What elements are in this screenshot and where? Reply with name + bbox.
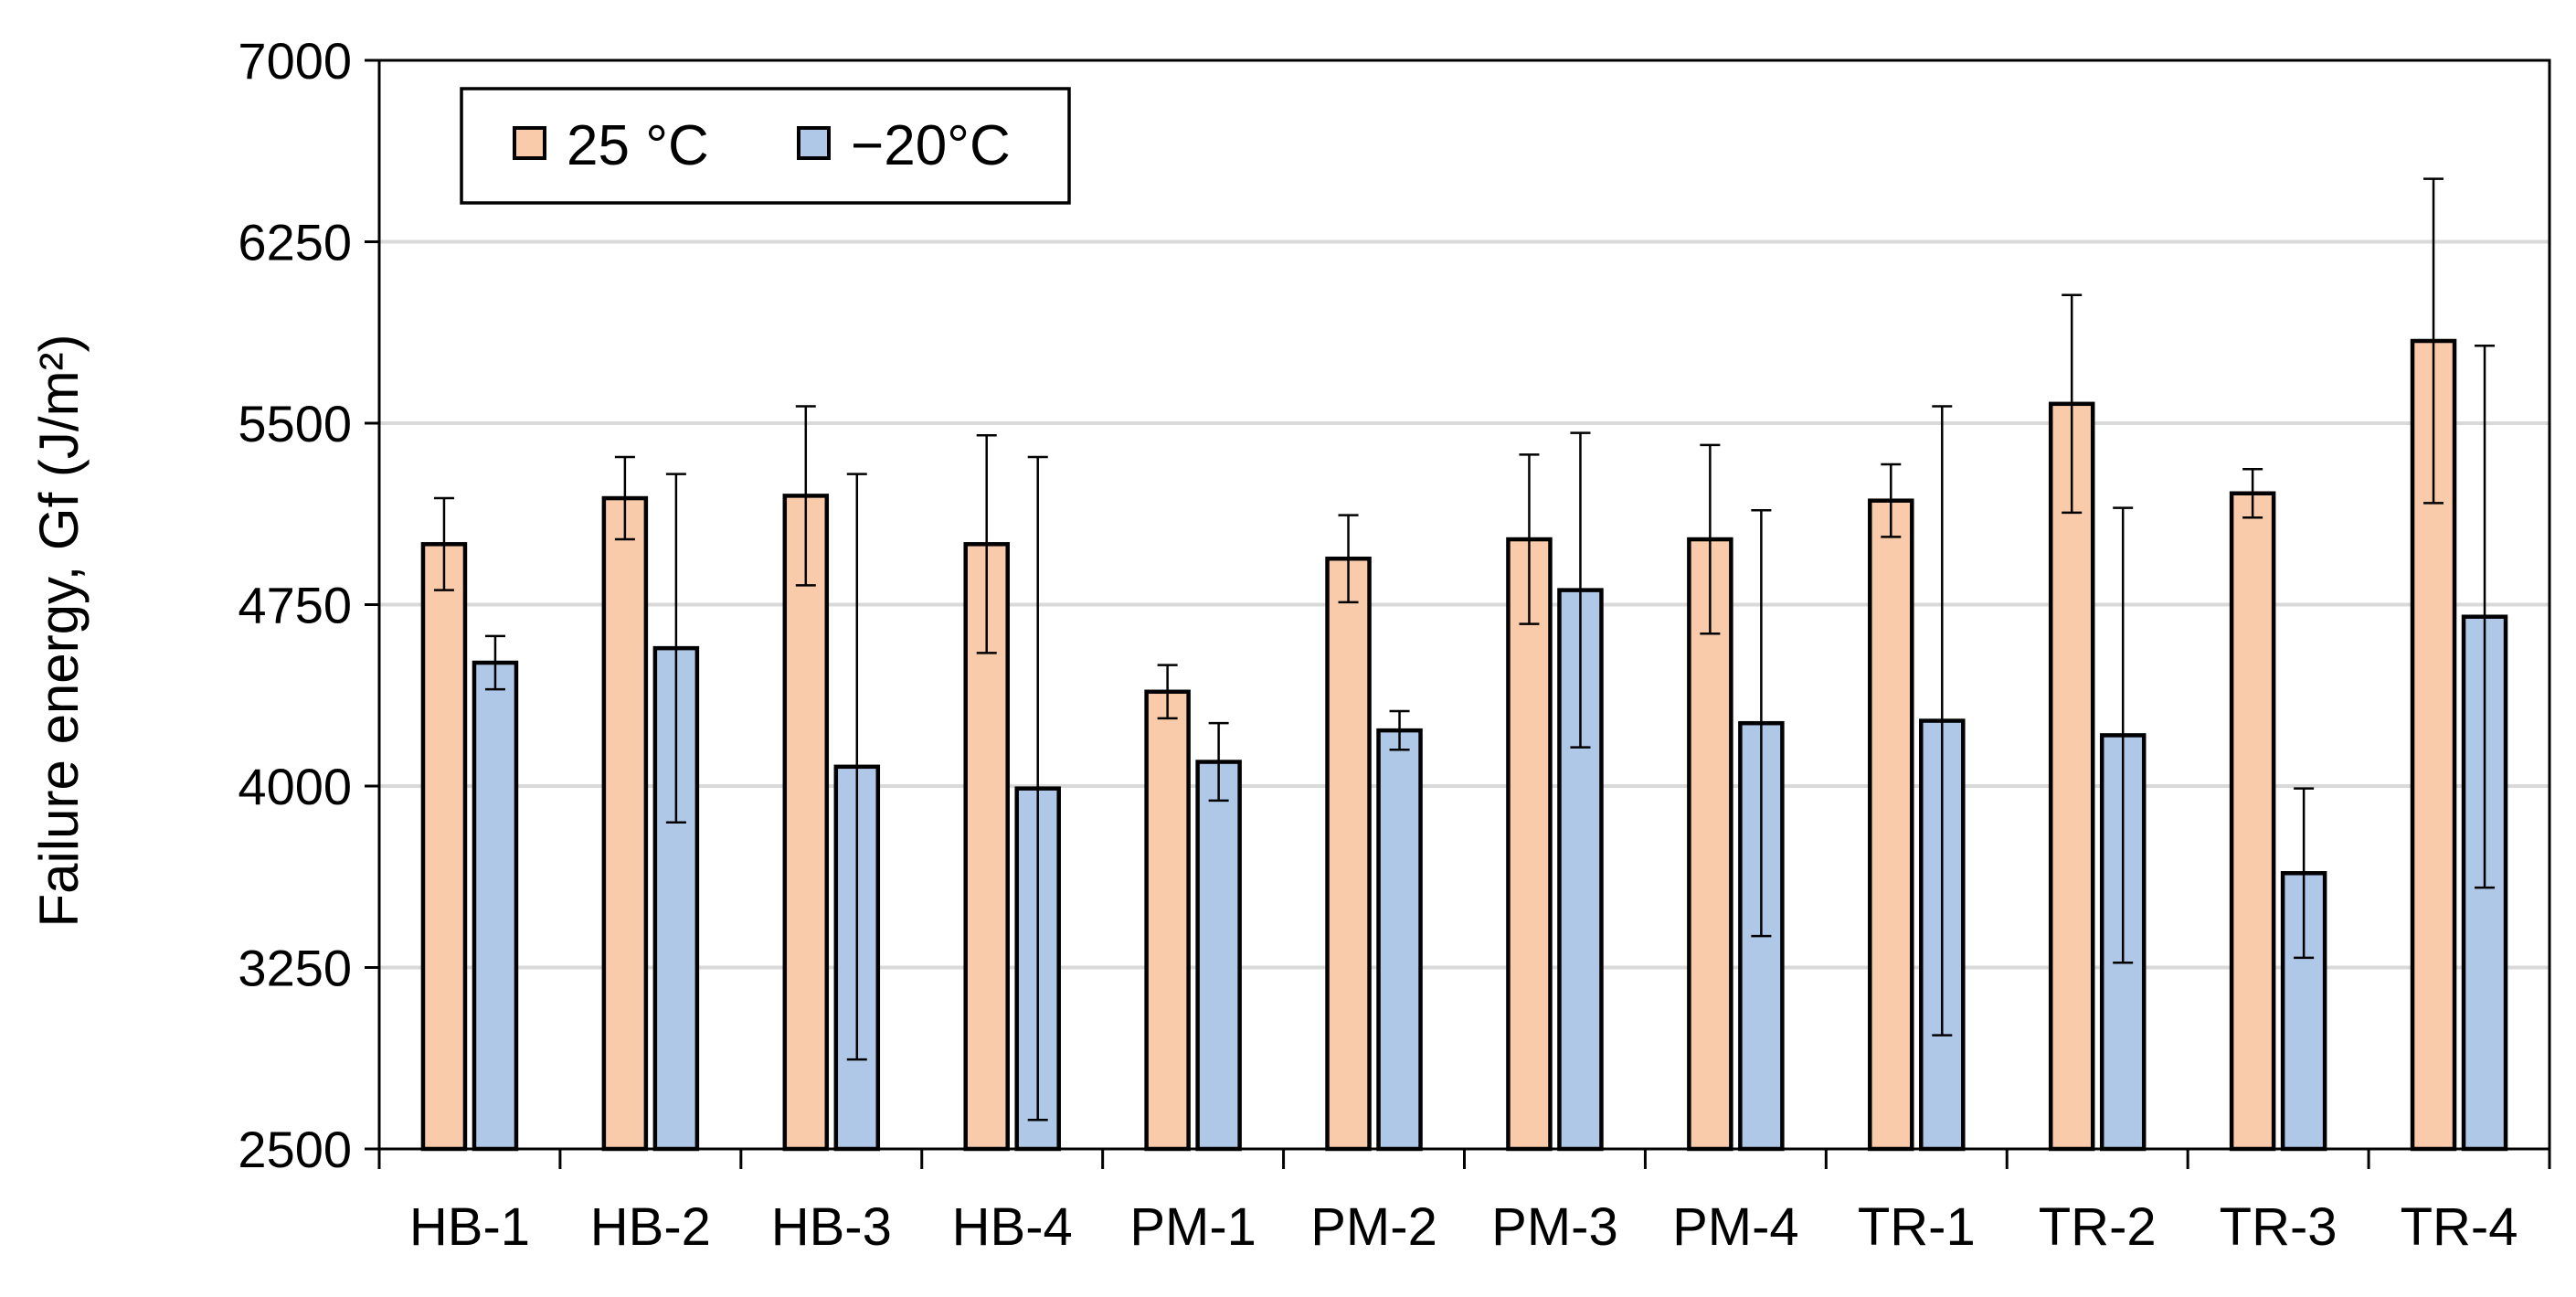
axes xyxy=(365,58,2551,1169)
bar-series2-pm-1 xyxy=(1195,760,1242,1152)
bar-series1-tr-1 xyxy=(1868,498,1914,1152)
legend-swatch-1 xyxy=(513,126,546,160)
x-category-label: PM-1 xyxy=(1129,1197,1256,1257)
y-tick-label: 4750 xyxy=(238,577,352,634)
x-category-label: TR-3 xyxy=(2220,1197,2337,1257)
bar-series1-hb-3 xyxy=(782,494,830,1152)
legend-swatch-2 xyxy=(797,126,831,160)
x-category-label: HB-1 xyxy=(409,1197,530,1257)
bar-series1-hb-1 xyxy=(420,542,468,1152)
legend: 25 °C −20°C xyxy=(460,87,1071,205)
y-tick-labels: 2500 3250 4000 4750 5500 6250 7000 xyxy=(238,32,352,1178)
bars xyxy=(420,338,2508,1152)
plot-frame xyxy=(377,58,2551,1151)
bar-series1-pm-2 xyxy=(1325,556,1372,1152)
y-tick-label: 6250 xyxy=(238,214,352,271)
y-tick-label: 2500 xyxy=(238,1121,352,1178)
y-tick-label: 7000 xyxy=(238,32,352,90)
bar-series1-tr-2 xyxy=(2048,401,2095,1152)
x-category-label: PM-4 xyxy=(1672,1197,1799,1257)
y-tick-label: 3250 xyxy=(238,940,352,997)
y-tick-label: 5500 xyxy=(238,395,352,452)
bar-series1-hb-2 xyxy=(601,495,649,1152)
x-category-label: PM-2 xyxy=(1310,1197,1437,1257)
x-category-label: HB-3 xyxy=(771,1197,892,1257)
y-tick-label: 4000 xyxy=(238,758,352,815)
x-category-labels: HB-1 HB-2 HB-3 HB-4 PM-1 PM-2 PM-3 PM-4 TR-1 TR-2… xyxy=(409,1197,2518,1257)
legend-box xyxy=(460,87,1071,205)
x-category-label: PM-3 xyxy=(1491,1197,1618,1257)
bar-series1-pm-3 xyxy=(1506,537,1553,1152)
x-category-label: TR-2 xyxy=(2039,1197,2157,1257)
y-axis-title: Failure energy, Gf (J/m²) xyxy=(28,334,90,927)
x-category-label: TR-1 xyxy=(1858,1197,1976,1257)
x-category-label: HB-2 xyxy=(590,1197,711,1257)
x-category-label: TR-4 xyxy=(2401,1197,2518,1257)
x-category-label: HB-4 xyxy=(952,1197,1073,1257)
gridlines xyxy=(379,239,2549,970)
bar-series2-pm-2 xyxy=(1376,728,1423,1152)
bar-series1-pm-1 xyxy=(1144,689,1191,1152)
error-bars xyxy=(433,177,2496,1122)
legend-label-2: −20°C xyxy=(851,114,1011,177)
legend-label-1: 25 °C xyxy=(567,114,709,177)
bar-series1-tr-3 xyxy=(2229,491,2276,1152)
bar-series2-hb-1 xyxy=(472,660,519,1152)
